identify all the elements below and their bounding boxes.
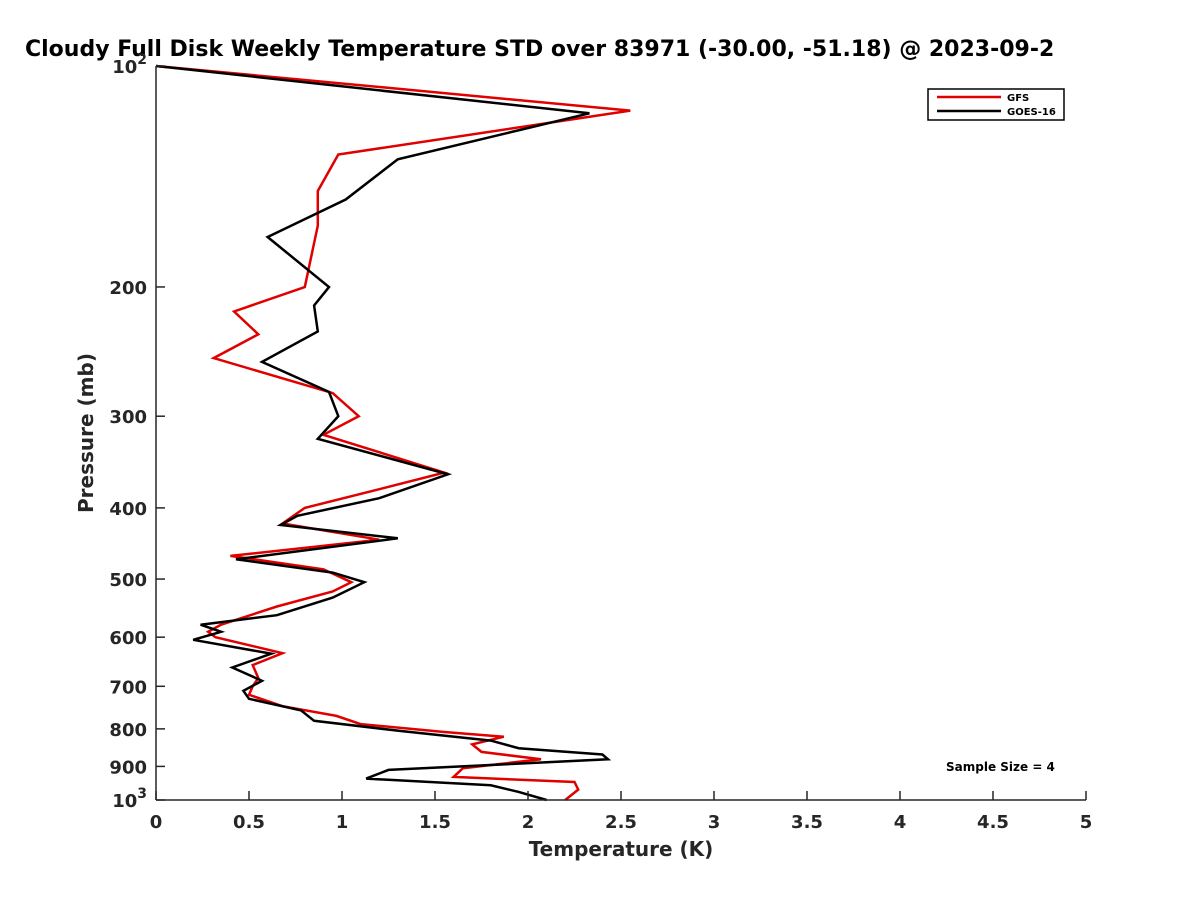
y-tick-label: 600 [109,628,147,649]
y-axis-label: Pressure (mb) [74,353,98,513]
y-tick-label: 800 [109,720,147,741]
y-axis-ticks: 102 200 300 400 500 600 700 800 900 103 [109,52,165,812]
legend: GFS GOES-16 [927,88,1065,121]
series-line-gfs [155,64,631,801]
y-tick-label: 103 [112,786,147,812]
sample-size-annotation: Sample Size = 4 [946,760,1055,774]
y-tick-label: 900 [109,757,147,778]
x-tick-label: 3.5 [791,812,823,833]
y-tick-label: 400 [109,499,147,520]
y-tick-label: 102 [112,52,147,78]
x-tick-label: 0.5 [233,812,265,833]
chart-title: Cloudy Full Disk Weekly Temperature STD … [25,37,1054,62]
legend-box [927,88,1065,121]
series-line-goes16 [155,64,612,802]
x-tick-label: 4 [894,812,907,833]
legend-label-goes16: GOES-16 [1007,107,1056,118]
x-axis-ticks: 0 0.5 1 1.5 2 2.5 3 3.5 4 4.5 5 [150,791,1093,833]
x-tick-label: 2 [522,812,535,833]
legend-label-gfs: GFS [1007,93,1029,104]
y-tick-label: 500 [109,570,147,591]
x-tick-label: 1 [336,812,349,833]
x-tick-label: 2.5 [605,812,637,833]
x-axis-label: Temperature (K) [529,837,714,861]
x-tick-label: 5 [1080,812,1093,833]
x-tick-label: 4.5 [977,812,1009,833]
x-tick-label: 3 [708,812,721,833]
x-tick-label: 1.5 [419,812,451,833]
y-tick-label: 700 [109,677,147,698]
y-tick-label: 200 [109,278,147,299]
y-tick-label: 300 [109,407,147,428]
plot-area [155,64,631,802]
x-tick-label: 0 [150,812,163,833]
